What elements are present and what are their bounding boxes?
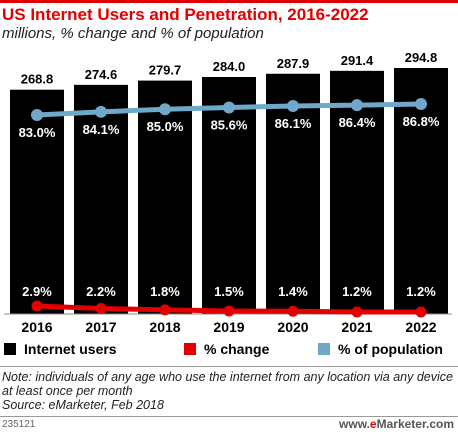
top-rule [0,0,458,3]
source-text: Source: eMarketer, Feb 2018 [2,398,164,412]
legend-item-population: % of population [318,341,443,357]
population-value-label: 85.0% [147,119,184,134]
x-tick-label: 2016 [21,319,52,335]
point-population [415,98,427,110]
legend-item-users: Internet users [4,341,117,357]
bar-value-label: 268.8 [21,72,54,87]
chart-title: US Internet Users and Penetration, 2016-… [2,5,369,24]
note-block: Note: individuals of any age who use the… [2,370,456,412]
logo-brand: e [369,417,377,431]
logo-prefix: www. [339,417,370,431]
point-change [159,304,171,316]
point-change [415,306,427,318]
population-value-label: 86.8% [403,114,440,129]
chart-id: 235121 [2,419,36,430]
bar-value-label: 294.8 [405,50,438,65]
point-population [287,100,299,113]
population-value-label: 86.4% [339,115,376,130]
legend: Internet users % change % of population [0,341,458,361]
bar-internet-users [330,70,384,314]
change-value-label: 2.2% [86,284,116,299]
legend-label-change: % change [204,341,270,357]
logo-name: Marketer [376,417,426,431]
legend-swatch-users [4,343,16,355]
bar-internet-users [266,73,320,314]
legend-swatch-population [318,343,330,355]
point-population [95,105,107,118]
bar-internet-users [138,80,192,315]
emarketer-logo[interactable]: www.eMarketer.com [339,417,454,431]
chart-subtitle: millions, % change and % of population [2,25,264,42]
bar-value-label: 279.7 [149,63,182,78]
bar-value-label: 274.6 [85,67,118,82]
bar-value-label: 287.9 [277,56,310,71]
point-change [95,302,107,314]
bar-internet-users [10,89,64,314]
x-tick-label: 2022 [405,319,436,335]
bar-internet-users [74,84,128,314]
bar-value-label: 291.4 [341,53,374,68]
legend-item-change: % change [184,341,269,357]
chart-area: 268.8 274.6 279.7 284.0 287.9 291.4 294.8 83.0%… [4,50,452,335]
change-value-label: 1.8% [150,284,180,299]
bar-internet-users [202,77,256,315]
point-population [351,99,363,112]
point-change [287,305,299,317]
x-tick-label: 2019 [213,319,244,335]
note-divider [0,366,458,367]
bar-value-label: 284.0 [213,59,246,74]
population-value-label: 85.6% [211,117,248,132]
change-value-label: 1.5% [214,284,244,299]
change-value-label: 1.2% [342,284,372,299]
legend-label-users: Internet users [24,341,117,357]
change-value-label: 2.9% [22,284,52,299]
point-change [223,305,235,317]
footer-divider [0,416,458,417]
population-value-label: 86.1% [275,116,312,131]
point-population [159,103,171,116]
x-tick-label: 2018 [149,319,180,335]
population-value-label: 83.0% [19,125,56,140]
change-value-label: 1.2% [406,284,436,299]
legend-label-population: % of population [338,341,443,357]
note-text: Note: individuals of any age who use the… [2,370,453,398]
point-change [351,306,363,318]
point-population [31,109,43,121]
legend-swatch-change [184,343,196,355]
population-value-label: 84.1% [83,122,120,137]
x-tick-label: 2021 [341,319,372,335]
x-tick-label: 2020 [277,319,308,335]
x-tick-label: 2017 [85,319,116,335]
point-population [223,101,235,114]
change-value-label: 1.4% [278,284,308,299]
point-change [31,300,43,312]
logo-suffix: .com [425,417,454,431]
